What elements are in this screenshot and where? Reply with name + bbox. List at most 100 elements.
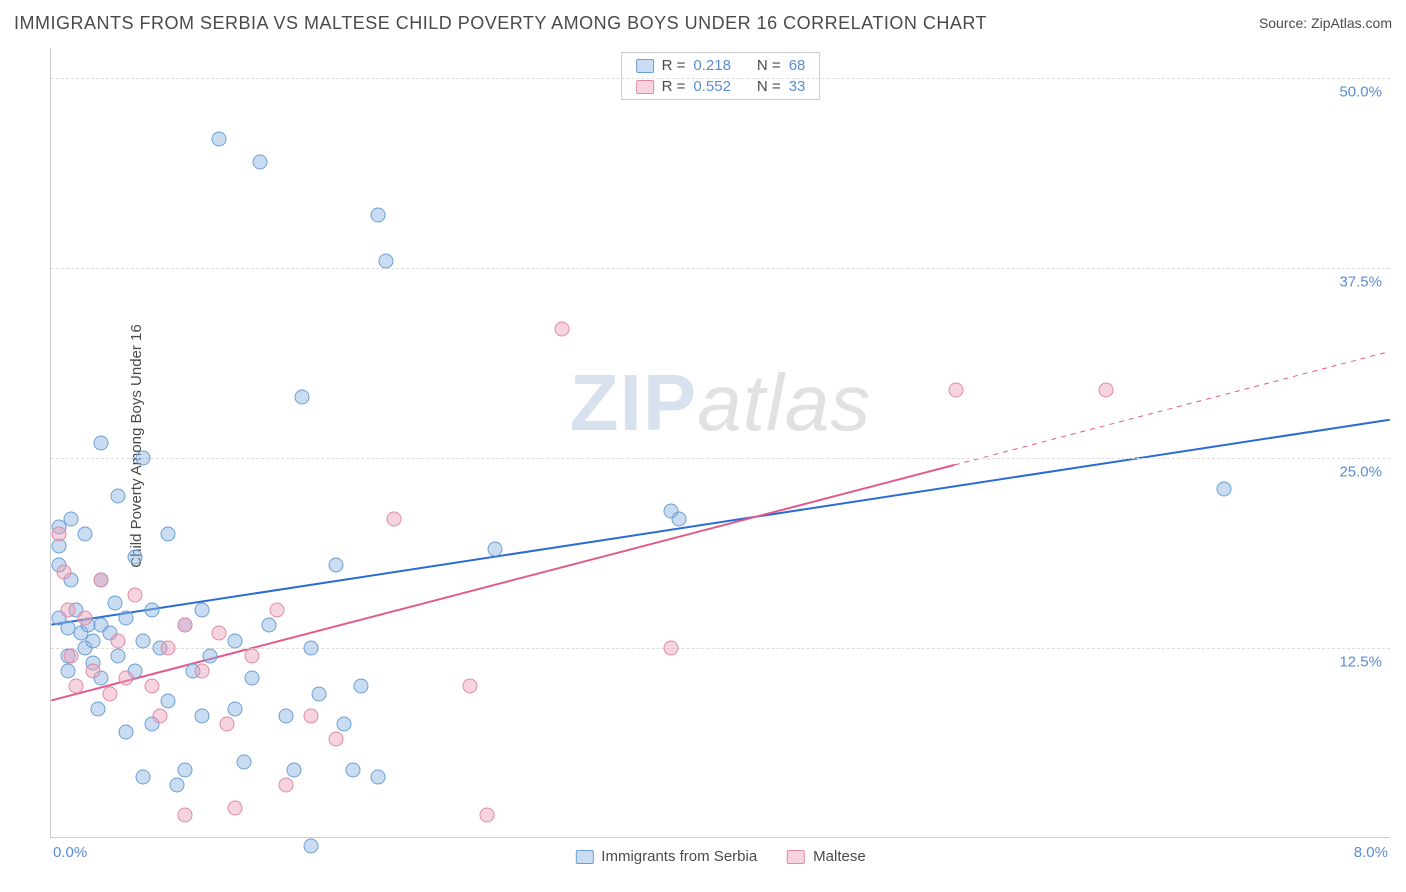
data-point-serbia <box>278 709 293 724</box>
data-point-maltese <box>211 625 226 640</box>
n-label: N = <box>757 78 781 95</box>
data-point-serbia <box>77 527 92 542</box>
scatter-chart: ZIPatlas R = 0.218 N = 68 R = 0.552 N = … <box>50 48 1390 838</box>
data-point-serbia <box>136 633 151 648</box>
data-point-serbia <box>295 390 310 405</box>
trend-lines-layer <box>51 48 1390 837</box>
data-point-serbia <box>119 724 134 739</box>
data-point-serbia <box>328 557 343 572</box>
correlation-row-serbia: R = 0.218 N = 68 <box>622 55 820 76</box>
data-point-maltese <box>178 618 193 633</box>
legend-label-maltese: Maltese <box>813 848 866 865</box>
swatch-serbia <box>575 850 593 864</box>
y-tick-label: 50.0% <box>1339 84 1382 101</box>
data-point-serbia <box>64 511 79 526</box>
data-point-maltese <box>278 777 293 792</box>
data-point-maltese <box>152 709 167 724</box>
r-value-maltese: 0.552 <box>693 78 731 95</box>
data-point-maltese <box>462 679 477 694</box>
data-point-maltese <box>270 603 285 618</box>
legend-item-serbia: Immigrants from Serbia <box>575 848 757 865</box>
data-point-maltese <box>663 641 678 656</box>
data-point-serbia <box>178 762 193 777</box>
n-label: N = <box>757 57 781 74</box>
data-point-serbia <box>286 762 301 777</box>
legend-label-serbia: Immigrants from Serbia <box>601 848 757 865</box>
data-point-maltese <box>245 648 260 663</box>
y-tick-label: 25.0% <box>1339 464 1382 481</box>
data-point-serbia <box>379 253 394 268</box>
data-point-serbia <box>312 686 327 701</box>
data-point-maltese <box>328 732 343 747</box>
data-point-serbia <box>203 648 218 663</box>
watermark: ZIPatlas <box>570 357 871 449</box>
data-point-maltese <box>1099 382 1114 397</box>
swatch-serbia <box>636 59 654 73</box>
r-label: R = <box>662 57 686 74</box>
data-point-serbia <box>111 648 126 663</box>
chart-source: Source: ZipAtlas.com <box>1259 15 1392 31</box>
r-value-serbia: 0.218 <box>693 57 731 74</box>
data-point-maltese <box>69 679 84 694</box>
series-legend: Immigrants from Serbia Maltese <box>575 848 865 865</box>
data-point-serbia <box>90 701 105 716</box>
data-point-serbia <box>303 641 318 656</box>
data-point-serbia <box>169 777 184 792</box>
swatch-maltese <box>787 850 805 864</box>
data-point-serbia <box>228 633 243 648</box>
data-point-maltese <box>85 663 100 678</box>
data-point-serbia <box>487 542 502 557</box>
data-point-serbia <box>107 595 122 610</box>
data-point-serbia <box>261 618 276 633</box>
y-tick-label: 12.5% <box>1339 654 1382 671</box>
data-point-serbia <box>672 511 687 526</box>
data-point-maltese <box>948 382 963 397</box>
data-point-serbia <box>144 603 159 618</box>
data-point-maltese <box>228 800 243 815</box>
data-point-maltese <box>144 679 159 694</box>
data-point-serbia <box>111 489 126 504</box>
data-point-serbia <box>94 436 109 451</box>
data-point-serbia <box>119 610 134 625</box>
data-point-serbia <box>136 770 151 785</box>
correlation-legend: R = 0.218 N = 68 R = 0.552 N = 33 <box>621 52 821 100</box>
trendline-serbia <box>51 420 1389 625</box>
data-point-serbia <box>337 717 352 732</box>
data-point-serbia <box>161 694 176 709</box>
data-point-maltese <box>194 663 209 678</box>
data-point-maltese <box>161 641 176 656</box>
chart-title: IMMIGRANTS FROM SERBIA VS MALTESE CHILD … <box>14 13 987 34</box>
n-value-maltese: 33 <box>789 78 806 95</box>
data-point-serbia <box>161 527 176 542</box>
data-point-serbia <box>1216 481 1231 496</box>
data-point-maltese <box>64 648 79 663</box>
data-point-serbia <box>211 132 226 147</box>
source-name: ZipAtlas.com <box>1311 15 1392 31</box>
chart-header: IMMIGRANTS FROM SERBIA VS MALTESE CHILD … <box>14 10 1392 36</box>
watermark-zip: ZIP <box>570 358 697 447</box>
data-point-maltese <box>219 717 234 732</box>
trendline-dashed-maltese <box>955 351 1390 464</box>
n-value-serbia: 68 <box>789 57 806 74</box>
data-point-serbia <box>60 663 75 678</box>
data-point-serbia <box>127 549 142 564</box>
data-point-serbia <box>253 154 268 169</box>
data-point-maltese <box>57 565 72 580</box>
data-point-serbia <box>236 755 251 770</box>
data-point-serbia <box>370 208 385 223</box>
data-point-maltese <box>94 572 109 587</box>
source-prefix: Source: <box>1259 15 1311 31</box>
data-point-serbia <box>245 671 260 686</box>
x-tick-label: 0.0% <box>53 844 87 861</box>
data-point-serbia <box>85 633 100 648</box>
r-label: R = <box>662 78 686 95</box>
data-point-serbia <box>345 762 360 777</box>
data-point-maltese <box>60 603 75 618</box>
y-tick-label: 37.5% <box>1339 274 1382 291</box>
data-point-maltese <box>119 671 134 686</box>
data-point-maltese <box>111 633 126 648</box>
x-tick-label: 8.0% <box>1354 844 1388 861</box>
data-point-maltese <box>303 709 318 724</box>
data-point-maltese <box>52 527 67 542</box>
data-point-serbia <box>370 770 385 785</box>
